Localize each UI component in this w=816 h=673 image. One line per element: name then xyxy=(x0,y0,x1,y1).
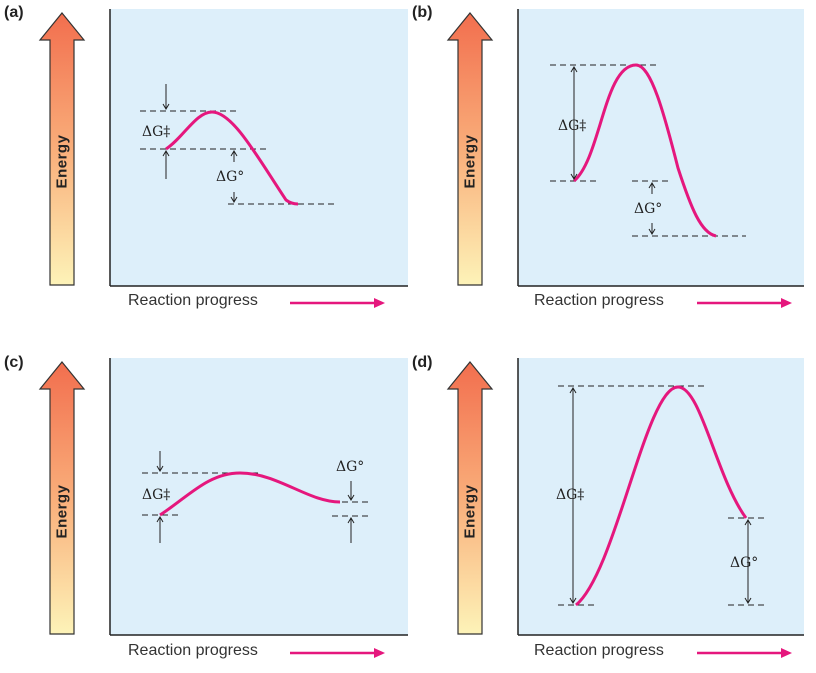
energy-arrow-icon xyxy=(446,12,494,286)
arrow-right-icon xyxy=(697,648,792,658)
energy-arrow-icon xyxy=(38,12,86,286)
energy-axis-label: Energy xyxy=(461,484,479,539)
panel-b-plot: ΔG‡ ΔG° xyxy=(517,9,804,287)
delta-g-double-dagger-arrow xyxy=(569,387,577,604)
energy-axis-label: Energy xyxy=(53,484,71,539)
energy-curve xyxy=(575,385,748,607)
arrow-right-icon xyxy=(290,298,385,308)
delta-g-double-dagger-arrows xyxy=(162,84,170,179)
delta-g-standard-arrows xyxy=(230,150,238,203)
delta-g-double-dagger-arrow xyxy=(570,66,578,180)
plot-background xyxy=(518,9,804,286)
x-axis-label: Reaction progress xyxy=(128,642,258,659)
x-axis-label: Reaction progress xyxy=(534,292,664,309)
energy-arrow-icon xyxy=(446,361,494,635)
x-axis-label: Reaction progress xyxy=(534,642,664,659)
x-axis-label: Reaction progress xyxy=(128,292,258,309)
activation-energy-label: ΔG‡ xyxy=(142,487,170,503)
panel-d-plot: ΔG‡ ΔG° xyxy=(517,358,804,636)
activation-energy-label: ΔG‡ xyxy=(142,124,170,140)
free-energy-change-label: ΔG° xyxy=(336,459,364,475)
delta-g-standard-arrow xyxy=(744,519,752,604)
activation-energy-label: ΔG‡ xyxy=(558,118,586,134)
energy-axis-label: Energy xyxy=(53,134,71,189)
energy-curve xyxy=(159,471,341,517)
energy-curve xyxy=(572,63,717,238)
activation-energy-label: ΔG‡ xyxy=(556,487,584,503)
free-energy-change-label: ΔG° xyxy=(730,555,758,571)
reference-dashed-lines xyxy=(140,110,334,205)
panel-d-letter: (d) xyxy=(412,354,433,371)
energy-arrow-icon xyxy=(38,361,86,635)
reference-dashed-lines xyxy=(550,64,746,237)
panel-a-plot: ΔG‡ ΔG° xyxy=(109,9,408,287)
arrow-right-icon xyxy=(697,298,792,308)
panel-c-plot: ΔG‡ ΔG° xyxy=(109,358,408,636)
delta-g-standard-arrows xyxy=(648,182,656,235)
delta-g-standard-arrows xyxy=(347,481,355,543)
panel-b-letter: (b) xyxy=(412,4,433,21)
reference-dashed-lines xyxy=(558,385,768,606)
energy-axis-label: Energy xyxy=(461,134,479,189)
plot-background xyxy=(110,358,408,635)
arrow-right-icon xyxy=(290,648,385,658)
delta-g-double-dagger-arrows xyxy=(156,451,164,543)
energy-curve xyxy=(165,110,299,206)
free-energy-change-label: ΔG° xyxy=(634,201,662,217)
panel-c-letter: (c) xyxy=(4,354,24,371)
free-energy-change-label: ΔG° xyxy=(216,169,244,185)
plot-background xyxy=(110,9,408,286)
panel-a-letter: (a) xyxy=(4,4,24,21)
